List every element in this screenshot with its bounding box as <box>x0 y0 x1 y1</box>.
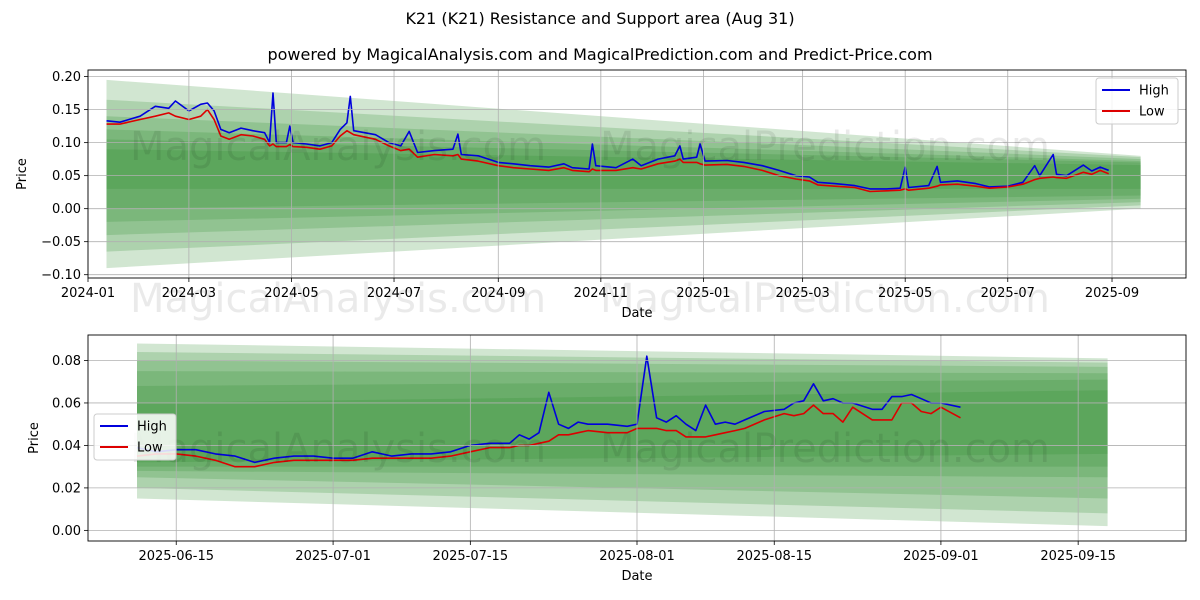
series-high-line <box>106 92 1109 190</box>
legend-label-low: Low <box>137 441 163 456</box>
band-3 <box>137 371 1108 478</box>
y-axis-label: Price <box>15 158 30 190</box>
x-tick-label: 2025-01 <box>676 286 730 301</box>
x-tick-label: 2025-09 <box>1085 286 1139 301</box>
y-tick-label: 0.02 <box>52 481 81 496</box>
watermark: MagicalPrediction.com <box>600 276 1050 322</box>
watermark: MagicalPrediction.com <box>600 124 1050 170</box>
x-tick-label: 2025-07 <box>981 286 1035 301</box>
band-2 <box>137 360 1108 499</box>
y-tick-label: 0.15 <box>52 103 81 118</box>
x-tick-label: 2025-09-01 <box>903 549 979 564</box>
axes-frame <box>87 69 1187 279</box>
y-tick-label: 0.00 <box>52 202 81 217</box>
x-tick-label: 2025-09-15 <box>1040 549 1116 564</box>
x-tick-label: 2025-03 <box>775 286 829 301</box>
band-0 <box>137 343 1108 527</box>
x-tick-label: 2024-07 <box>367 286 421 301</box>
watermark: MagicalPrediction.com <box>600 426 1050 472</box>
y-tick-label: 0.08 <box>52 354 81 369</box>
legend-label-high: High <box>1139 84 1169 99</box>
series-low-line <box>136 402 961 468</box>
chart-title: K21 (K21) Resistance and Support area (A… <box>405 9 795 28</box>
y-tick-label: 0.10 <box>52 136 81 151</box>
x-tick-label: 2024-05 <box>264 286 318 301</box>
y-tick-label: −0.05 <box>41 235 81 250</box>
y-axis-label: Price <box>27 422 42 454</box>
watermark: MagicalAnalysis.com <box>130 276 546 322</box>
x-tick-label: 2025-06-15 <box>138 549 214 564</box>
plot-area <box>106 79 1141 269</box>
plot-area <box>136 343 1108 527</box>
legend-label-high: High <box>137 420 167 435</box>
x-axis-label: Date <box>621 569 652 584</box>
y-tick-label: −0.10 <box>41 268 81 283</box>
y-tick-label: 0.00 <box>52 524 81 539</box>
x-tick-label: 2024-01 <box>61 286 115 301</box>
legend-label-low: Low <box>1139 105 1165 120</box>
y-tick-label: 0.06 <box>52 396 81 411</box>
watermark: MagicalAnalysis.com <box>130 426 546 472</box>
y-tick-label: 0.04 <box>52 439 81 454</box>
legend: High Low <box>93 413 177 461</box>
y-tick-label: 0.05 <box>52 169 81 184</box>
band-4 <box>137 379 1108 467</box>
x-tick-label: 2025-08-01 <box>599 549 675 564</box>
watermark: MagicalAnalysis.com <box>130 124 546 170</box>
x-tick-label: 2025-07-01 <box>295 549 371 564</box>
x-axis-label: Date <box>621 306 652 321</box>
chart-subtitle: powered by MagicalAnalysis.com and Magic… <box>267 45 933 64</box>
bottom-panel: 2025-06-15 2025-07-01 2025-07-15 2025-08-01… <box>27 334 1187 584</box>
x-tick-label: 2025-07-15 <box>433 549 509 564</box>
x-tick-label: 2024-03 <box>162 286 216 301</box>
y-tick-label: 0.20 <box>52 70 81 85</box>
x-tick-label: 2025-05 <box>878 286 932 301</box>
legend: High Low <box>1095 77 1179 125</box>
x-tick-label: 2025-08-15 <box>736 549 812 564</box>
top-panel: 2024-01 2024-03 2024-05 2024-07 2024-09 2024-… <box>15 69 1187 322</box>
x-tick-label: 2024-09 <box>471 286 525 301</box>
axes-frame <box>87 334 1187 542</box>
x-tick-label: 2024-11 <box>574 286 628 301</box>
band-0 <box>106 79 1141 269</box>
